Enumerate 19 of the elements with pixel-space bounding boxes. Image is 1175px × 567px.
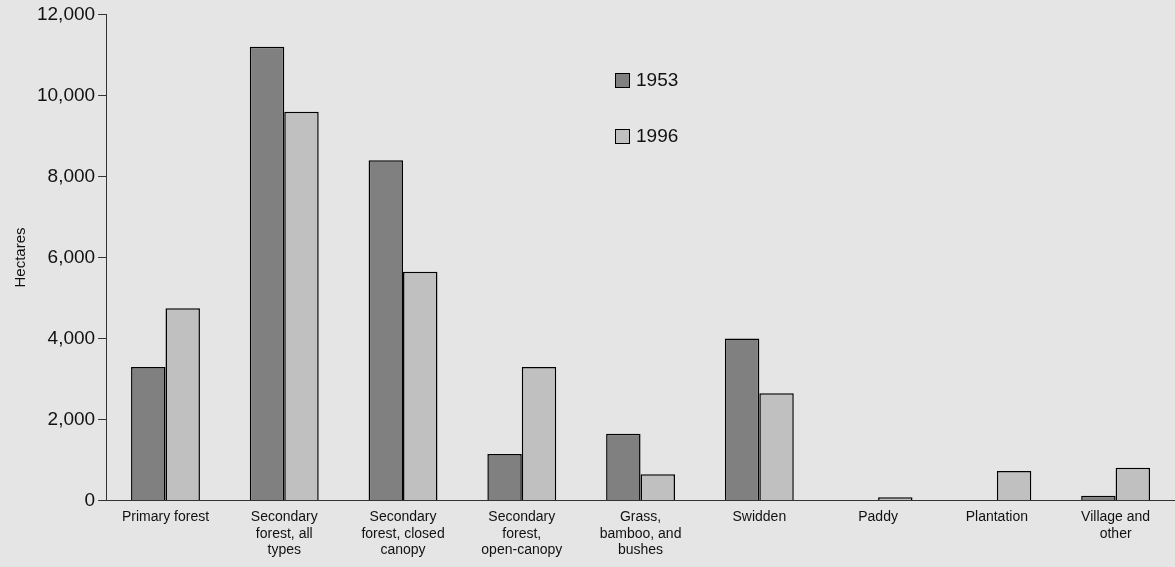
x-tick-label: Paddy [858, 507, 898, 524]
x-tick-label: Secondary forest, closed canopy [361, 507, 445, 558]
y-tick-label: 8,000 [47, 164, 96, 186]
y-tick-label: 0 [84, 488, 96, 510]
legend-label: 1996 [636, 125, 679, 147]
y-tick-label: 2,000 [47, 407, 96, 429]
y-tick-label: 6,000 [47, 245, 96, 267]
y-tick-label: 12,000 [36, 2, 96, 24]
x-tick-label: Secondary forest, open-canopy [481, 507, 563, 558]
x-tick-label: Grass, bamboo, and bushes [599, 507, 682, 558]
x-tick-label: Swidden [732, 507, 787, 524]
x-tick-label: Secondary forest, all types [250, 507, 318, 558]
y-axis-title: Hectares [11, 227, 29, 288]
y-tick-label: 4,000 [47, 326, 96, 348]
y-tick-label: 10,000 [36, 83, 96, 105]
legend-label: 1953 [636, 69, 679, 91]
x-tick-label: Plantation [965, 507, 1028, 524]
x-tick-label: Village and other [1081, 507, 1151, 541]
x-tick-label: Primary forest [121, 507, 210, 524]
